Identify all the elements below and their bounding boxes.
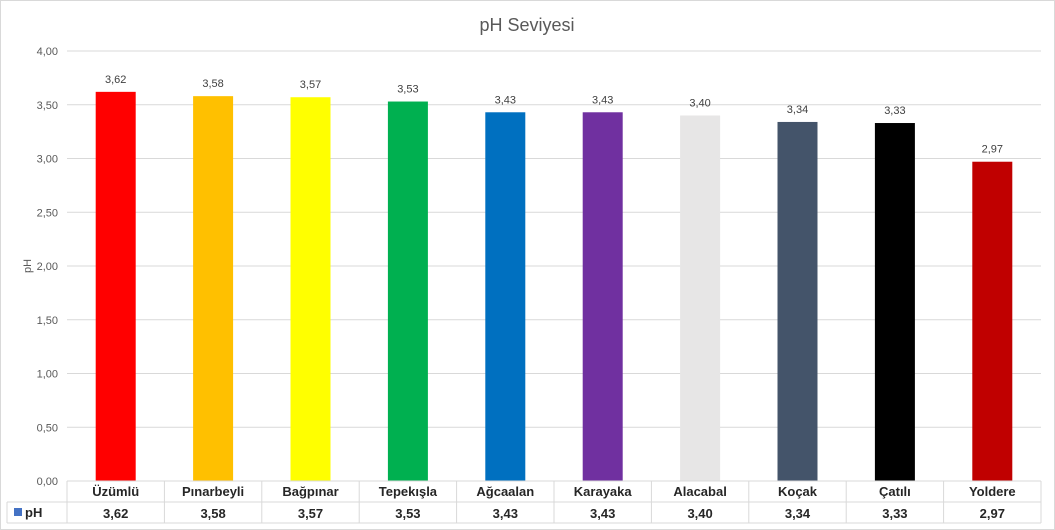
bar xyxy=(972,161,1013,481)
bar xyxy=(485,112,526,482)
data-labels: 3,62 3,58 3,57 3,53 3,43 3,43 3,40 3,34 3,33 2,97 xyxy=(105,74,1003,156)
data-table: Üzümlü 3,62 Pınarbeyli 3,58 Bağpınar 3,57 Tepe… xyxy=(6,480,1042,524)
bar xyxy=(387,101,428,482)
legend-label: pH xyxy=(25,505,42,520)
data-label: 3,53 xyxy=(397,84,418,96)
chart-title: pH Seviyesi xyxy=(479,15,574,35)
data-label: 3,33 xyxy=(884,105,905,117)
table-value: 3,43 xyxy=(493,506,518,521)
category-label: Ağcaalan xyxy=(476,484,534,499)
table-value: 3,62 xyxy=(103,506,128,521)
legend-swatch xyxy=(14,508,22,516)
y-tick-label: 3,00 xyxy=(37,154,58,166)
bar xyxy=(95,91,136,481)
table-value: 3,40 xyxy=(687,506,712,521)
y-tick-label: 1,50 xyxy=(37,315,58,327)
table-value: 3,58 xyxy=(200,506,225,521)
table-value: 3,43 xyxy=(590,506,615,521)
data-label: 3,57 xyxy=(300,79,321,91)
data-label: 3,43 xyxy=(592,94,613,106)
y-tick-label: 2,50 xyxy=(37,207,58,219)
y-axis-ticks: 0,00 0,50 1,00 1,50 2,00 2,50 3,00 3,50 4,00 xyxy=(37,46,58,488)
bar xyxy=(680,115,721,481)
data-label: 3,58 xyxy=(202,78,223,90)
table-value: 3,34 xyxy=(785,506,811,521)
data-label: 3,43 xyxy=(495,94,516,106)
category-label: Pınarbeyli xyxy=(182,484,244,499)
data-label: 3,34 xyxy=(787,104,808,116)
category-label: Bağpınar xyxy=(282,484,338,499)
data-label: 2,97 xyxy=(982,144,1003,156)
y-tick-label: 3,50 xyxy=(37,100,58,112)
category-label: Yoldere xyxy=(969,484,1016,499)
y-tick-label: 4,00 xyxy=(37,46,58,58)
category-label: Çatılı xyxy=(879,484,911,499)
category-label: Koçak xyxy=(778,484,818,499)
bar xyxy=(582,112,623,482)
category-label: Üzümlü xyxy=(92,484,139,499)
bar xyxy=(874,123,915,482)
category-label: Alacabal xyxy=(673,484,726,499)
table-value: 3,53 xyxy=(395,506,420,521)
bars xyxy=(95,91,1013,482)
data-label: 3,40 xyxy=(689,98,710,110)
category-label: Karayaka xyxy=(574,484,633,499)
bar xyxy=(290,97,331,481)
data-label: 3,62 xyxy=(105,74,126,86)
y-tick-label: 0,00 xyxy=(37,476,58,488)
bar xyxy=(777,121,818,481)
y-tick-label: 2,00 xyxy=(37,261,58,273)
table-value: 2,97 xyxy=(980,506,1005,521)
category-label: Tepekışla xyxy=(379,484,438,499)
y-tick-label: 0,50 xyxy=(37,422,58,434)
y-axis-label: pH xyxy=(22,259,34,273)
y-tick-label: 1,00 xyxy=(37,369,58,381)
table-value: 3,57 xyxy=(298,506,323,521)
table-value: 3,33 xyxy=(882,506,907,521)
bar xyxy=(193,96,234,482)
